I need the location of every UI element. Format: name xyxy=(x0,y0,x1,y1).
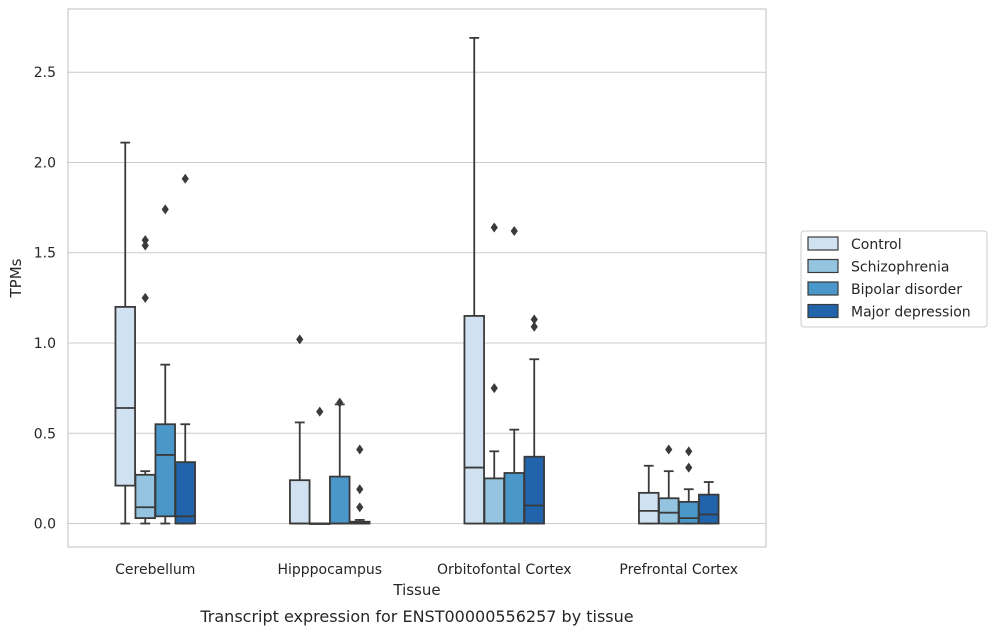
box-control-cerebellum xyxy=(114,141,136,525)
box-major-depression-cerebellum xyxy=(174,173,196,525)
y-tick-label: 2.5 xyxy=(34,65,56,81)
box-body xyxy=(134,473,156,520)
y-axis-label: TPMs xyxy=(7,258,25,298)
outlier-point xyxy=(490,383,498,394)
box-bipolar-disorder-cerebellum xyxy=(154,204,176,525)
legend-swatch xyxy=(807,303,839,319)
box-schizophrenia-orbitofontal-cortex xyxy=(483,222,505,525)
y-tick-label: 0.5 xyxy=(34,426,56,442)
legend-item-bipolar-disorder: Bipolar disorder xyxy=(807,281,962,298)
box-major-depression-prefrontal-cortex xyxy=(698,481,720,525)
x-tick-label: Cerebellum xyxy=(115,562,195,578)
box-body xyxy=(658,497,680,525)
chart-caption: Transcript expression for ENST0000055625… xyxy=(199,607,633,626)
legend-swatch xyxy=(807,281,839,296)
box-control-prefrontal-cortex xyxy=(638,464,660,525)
box-body xyxy=(523,455,545,525)
x-axis-ticks: Cerebellum Hipppocampus Orbitofontal Corte… xyxy=(115,562,738,578)
outlier-point xyxy=(356,502,364,513)
box-body xyxy=(154,423,176,518)
outlier-point xyxy=(316,406,324,417)
outlier-point xyxy=(356,444,364,455)
legend-item-major-depression: Major depression xyxy=(807,303,971,321)
box-major-depression-hipppocampus xyxy=(349,444,371,525)
legend-item-schizophrenia: Schizophrenia xyxy=(807,258,949,276)
x-tick-label: Hipppocampus xyxy=(277,562,382,578)
outlier-point xyxy=(685,446,693,457)
legend-label: Schizophrenia xyxy=(851,260,949,276)
box-body xyxy=(289,479,311,525)
outlier-point xyxy=(490,222,498,233)
box-schizophrenia-prefrontal-cortex xyxy=(658,444,680,525)
outlier-point xyxy=(530,321,538,332)
outlier-point xyxy=(336,397,344,408)
box-body xyxy=(483,477,505,525)
box-body xyxy=(329,475,351,525)
outlier-point xyxy=(181,173,189,184)
box-control-hipppocampus xyxy=(289,334,311,525)
outlier-point xyxy=(141,292,149,303)
plot-frame xyxy=(67,8,767,548)
box-schizophrenia-hipppocampus xyxy=(309,406,331,525)
outlier-point xyxy=(356,484,364,495)
x-tick-label: Orbitofontal Cortex xyxy=(437,562,572,578)
outlier-point xyxy=(530,314,538,325)
box-bipolar-disorder-orbitofontal-cortex xyxy=(503,226,525,525)
y-tick-label: 2.0 xyxy=(34,155,56,171)
box-schizophrenia-cerebellum xyxy=(134,235,156,525)
box-body xyxy=(463,315,485,525)
box-bipolar-disorder-prefrontal-cortex xyxy=(678,446,700,525)
legend-label: Bipolar disorder xyxy=(851,282,962,298)
y-tick-label: 1.5 xyxy=(34,246,56,262)
outlier-point xyxy=(510,226,518,237)
x-axis-label: Tissue xyxy=(392,581,440,599)
legend-label: Major depression xyxy=(851,305,971,321)
x-tick-label: Prefrontal Cortex xyxy=(619,562,738,578)
legend-swatch xyxy=(807,236,839,251)
outlier-point xyxy=(685,462,693,473)
box-control-orbitofontal-cortex xyxy=(463,36,485,525)
legend-frame xyxy=(800,230,988,328)
y-tick-label: 1.0 xyxy=(34,336,56,352)
outlier-point xyxy=(141,240,149,251)
box-body xyxy=(114,305,136,487)
boxes xyxy=(114,36,720,525)
box-body xyxy=(638,491,660,525)
box-body xyxy=(503,472,525,525)
legend-item-control: Control xyxy=(807,236,902,253)
y-tick-label: 0.0 xyxy=(34,517,56,533)
legend-label: Control xyxy=(851,237,902,253)
box-major-depression-orbitofontal-cortex xyxy=(523,314,545,525)
y-axis-ticks: 0.0 0.5 1.0 1.5 2.0 2.5 xyxy=(34,65,56,532)
outlier-point xyxy=(141,235,149,246)
outlier-point xyxy=(161,204,169,215)
outlier-point xyxy=(296,334,304,345)
box-body xyxy=(174,461,196,525)
box-body xyxy=(678,500,700,525)
legend: Control Schizophrenia Bipolar disorder Majo… xyxy=(800,230,988,328)
legend-swatch xyxy=(807,258,839,274)
box-bipolar-disorder-hipppocampus xyxy=(329,397,351,525)
outlier-point xyxy=(665,444,673,455)
box-body xyxy=(698,493,720,525)
